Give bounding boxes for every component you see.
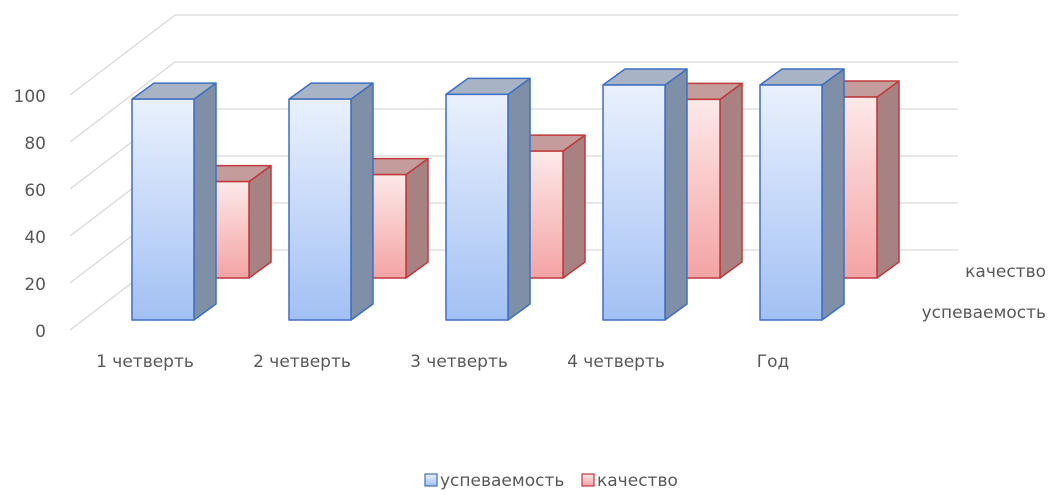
y-tick-label: 80 [24,134,46,154]
x-tick-label: Год [757,352,790,372]
bar [288,82,374,321]
x-tick-label: 2 четверть [253,352,351,372]
grid-line [69,61,958,143]
legend-swatch [581,473,595,487]
y-tick-label: 60 [24,181,46,201]
bar-side [350,82,374,321]
bar-side [248,164,272,279]
bar-side [193,82,217,321]
bar-front [131,98,195,321]
bar [500,134,586,279]
x-tick-label: 3 четверть [410,352,508,372]
x-tick-label: 4 четверть [567,352,665,372]
y-tick-label: 40 [24,228,46,248]
legend-swatch [424,473,438,487]
x-tick-label: 1 четверть [96,352,194,372]
y-tick-label: 100 [14,87,46,107]
bar-front [602,84,666,321]
bar-front [445,93,509,321]
y-tick-label: 20 [24,275,46,295]
bar-side [562,134,586,279]
bar [445,77,531,321]
legend-label: успеваемость [440,471,564,491]
bar [131,82,217,321]
legend-label: качество [597,471,678,491]
depth-label: качество [965,262,1046,282]
bar [602,68,688,321]
bar-side [405,157,429,279]
bar-side [719,82,743,279]
bar-side [821,68,845,321]
bar-front [759,84,823,321]
depth-label: успеваемость [922,303,1046,323]
bar-side [876,80,900,279]
bar-side [664,68,688,321]
bar-side [507,77,531,321]
bar-front [288,98,352,321]
grid-line [69,14,958,96]
bar [759,68,845,321]
y-tick-label: 0 [35,322,46,342]
